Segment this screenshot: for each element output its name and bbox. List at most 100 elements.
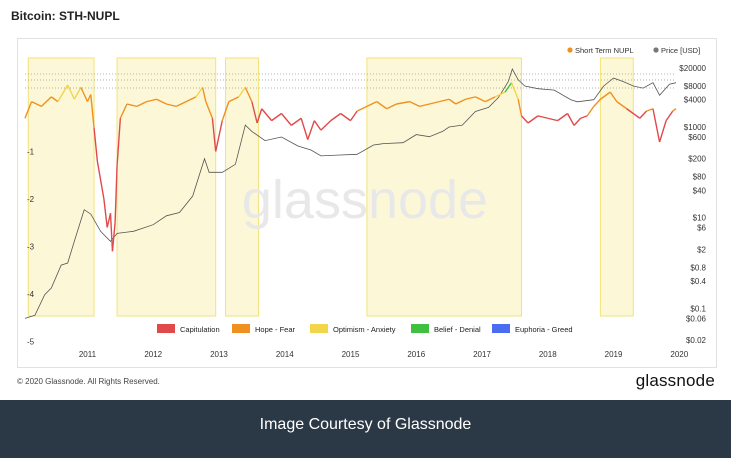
series-nupl-segment (244, 87, 253, 102)
series-nupl-segment (593, 98, 601, 107)
series-nupl-segment (136, 100, 147, 108)
legend-label: Euphoria - Greed (515, 325, 573, 334)
legend-swatch (157, 324, 175, 333)
series-price-line (24, 67, 677, 319)
y-left-tick-label: -5 (27, 338, 35, 347)
series-nupl-segment (228, 96, 240, 103)
series-nupl-segment (211, 118, 217, 152)
y-right-tick-label: $1000 (684, 123, 707, 132)
series-nupl-segment (672, 108, 677, 112)
y-right-tick-label: $200 (688, 155, 706, 164)
series-nupl-segment (96, 160, 102, 181)
highlight-period-2 (116, 57, 217, 317)
series-nupl-segment (639, 110, 647, 119)
series-nupl-segment (616, 101, 628, 110)
series-nupl-segment (195, 86, 204, 98)
series-nupl-segment (520, 115, 529, 124)
series-nupl-segment (238, 86, 246, 98)
series-nupl-segment (31, 100, 42, 108)
series-nupl-segment (494, 91, 506, 98)
series-nupl-segment (290, 117, 302, 126)
y-right-tick-label: $80 (693, 173, 707, 182)
series-nupl-segment (205, 101, 214, 119)
series-nupl-segment (313, 120, 322, 131)
y-right-tick-label: $40 (693, 186, 707, 195)
series-nupl-segment (116, 118, 122, 166)
highlight-period-1 (27, 57, 95, 317)
y-left-tick-label: -4 (27, 290, 35, 299)
series-nupl-segment (175, 100, 187, 108)
x-tick-label: 2020 (670, 350, 688, 359)
series-nupl-segment (626, 108, 634, 115)
series-nupl-segment (215, 120, 223, 152)
series-nupl-segment (537, 115, 548, 119)
legend-top-label: Price [USD] (661, 46, 700, 55)
series-nupl-segment (307, 120, 315, 140)
series-nupl-segment (185, 96, 197, 103)
y-right-tick-label: $0.4 (690, 277, 706, 286)
legend-top-label: Short Term NUPL (575, 46, 634, 55)
series-nupl-segment (73, 87, 82, 100)
series-nupl-segment (366, 100, 378, 108)
legend-top-marker (567, 47, 573, 53)
series-nupl-segment (340, 112, 351, 122)
legend-label: Optimism - Anxiety (333, 325, 396, 334)
legend-top-marker (653, 47, 659, 53)
highlight-period-3 (225, 57, 259, 317)
series-nupl-segment (67, 84, 75, 100)
image-caption: Image Courtesy of Glassnode (259, 416, 472, 433)
x-tick-label: 2019 (605, 350, 623, 359)
series-nupl-segment (256, 108, 263, 124)
y-right-tick-label: $2 (697, 245, 706, 254)
y-right-tick-label: $600 (688, 133, 706, 142)
series-nupl-segment (300, 118, 309, 140)
series-nupl-segment (119, 103, 128, 119)
series-nupl-segment (221, 101, 230, 121)
series-nupl-segment (166, 103, 177, 108)
series-nupl-segment (111, 222, 116, 252)
series-nupl-segment (573, 117, 582, 126)
series-nupl-segment (103, 198, 108, 228)
series-nupl-segment (50, 96, 59, 103)
series-nupl-segment (517, 99, 523, 117)
series-nupl-segment (439, 98, 450, 103)
x-tick-label: 2011 (79, 350, 97, 359)
x-tick-label: 2014 (276, 350, 294, 359)
series-nupl-segment (271, 112, 282, 122)
series-nupl-segment (429, 100, 440, 105)
y-right-tick-label: $10 (693, 214, 707, 223)
series-nupl-segment (557, 112, 568, 122)
series-nupl-segment (586, 105, 595, 117)
legend-label: Belief - Denial (434, 325, 481, 334)
legend-swatch (492, 324, 510, 333)
series-nupl-segment (632, 112, 641, 119)
series-nupl-segment (126, 103, 137, 108)
legend-swatch (310, 324, 328, 333)
highlight-period-5 (599, 57, 634, 317)
series-nupl-segment (90, 94, 95, 128)
series-nupl-segment (40, 96, 52, 107)
legend-swatch (411, 324, 429, 333)
series-nupl-segment (448, 98, 457, 105)
y-right-tick-label: $0.02 (686, 336, 707, 345)
series-nupl-segment (547, 117, 558, 122)
series-nupl-segment (320, 120, 332, 131)
series-nupl-segment (475, 96, 486, 103)
series-nupl-segment (527, 115, 539, 124)
series-nupl-segment (356, 105, 368, 112)
series-nupl-segment (652, 108, 661, 143)
series-nupl-segment (658, 120, 667, 143)
legend-swatch (232, 324, 250, 333)
series-nupl-segment (280, 113, 292, 126)
series-nupl-segment (566, 113, 575, 126)
series-nupl-segment (349, 110, 358, 122)
series-nupl-segment (99, 179, 105, 200)
series-nupl-segment (580, 115, 588, 119)
y-right-tick-label: $6 (697, 224, 706, 233)
series-nupl-segment (201, 87, 207, 102)
y-right-tick-label: $20000 (679, 64, 706, 73)
series-nupl-segment (386, 103, 397, 110)
series-nupl-segment (251, 101, 258, 124)
series-nupl-segment (510, 82, 519, 100)
y-right-tick-label: $8000 (684, 82, 707, 91)
